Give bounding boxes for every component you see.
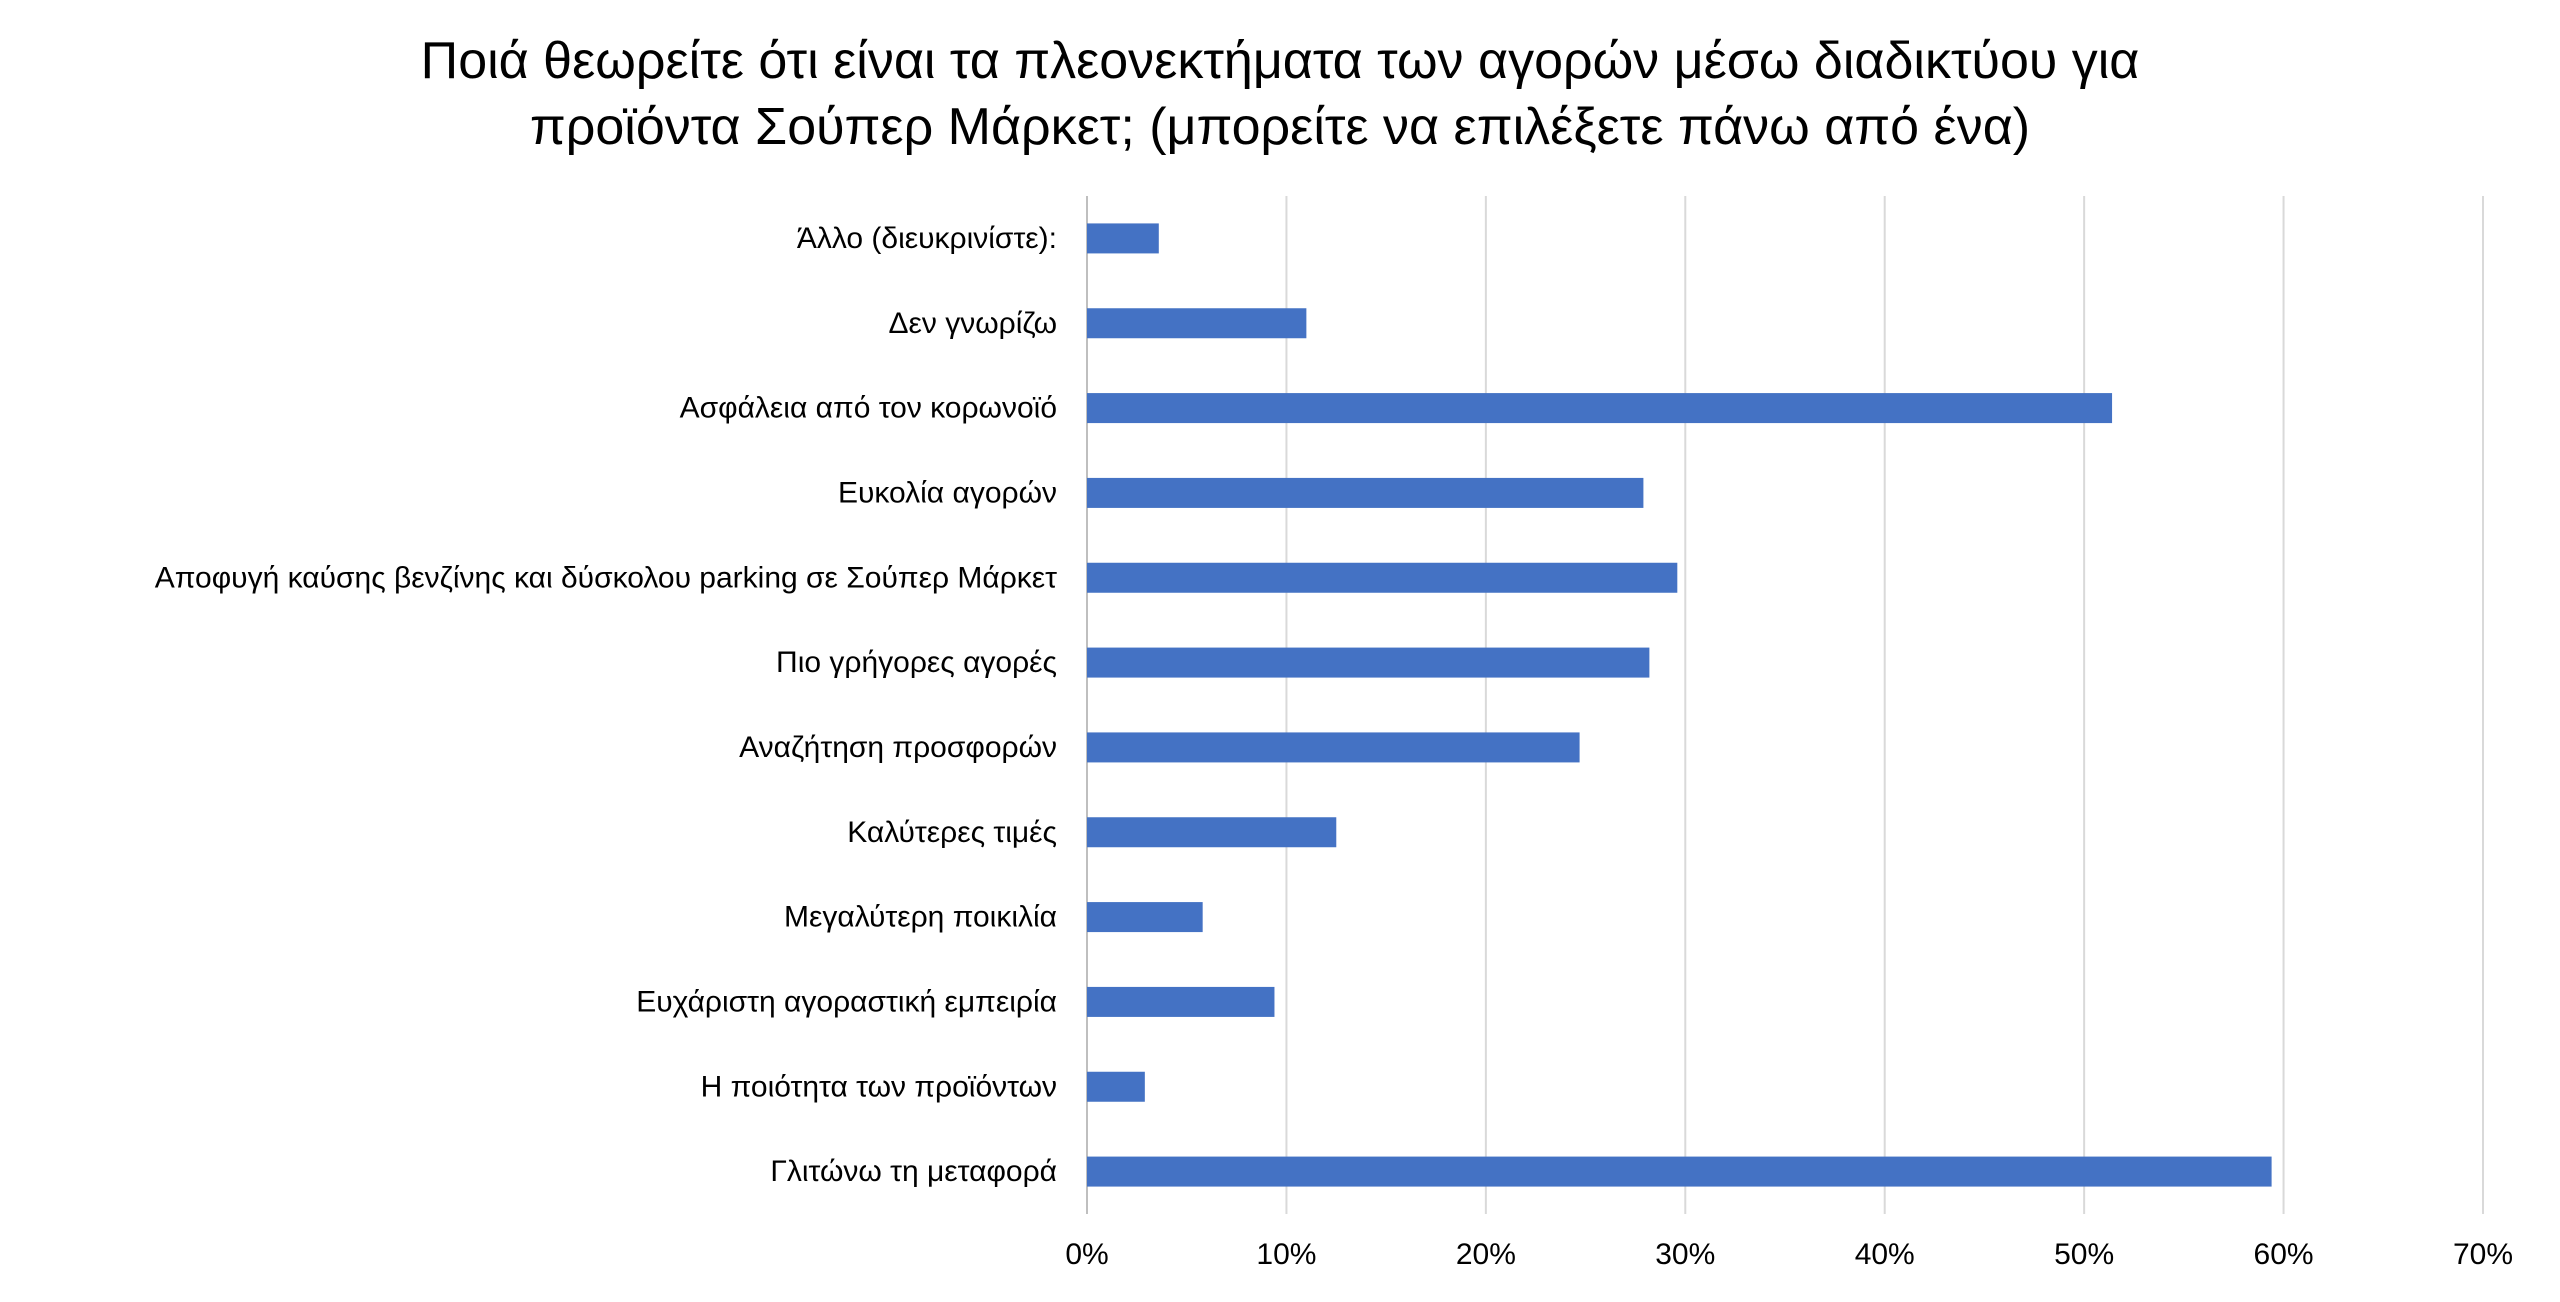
category-label: Ευκολία αγορών — [838, 476, 1057, 509]
category-label: Αποφυγή καύσης βενζίνης και δύσκολου par… — [155, 561, 1057, 594]
category-label: Αναζήτηση προσφορών — [739, 731, 1057, 764]
x-tick-label: 10% — [1256, 1238, 1316, 1271]
category-label: Ασφάλεια από τον κορωνοϊό — [680, 392, 1057, 425]
category-label: Άλλο (διευκρινίστε): — [797, 222, 1057, 255]
category-label: Γλιτώνω τη μεταφορά — [770, 1155, 1057, 1188]
bar — [1087, 308, 1307, 339]
category-label: Καλύτερες τιμές — [847, 816, 1057, 849]
category-label: Πιο γρήγορες αγορές — [776, 646, 1057, 679]
category-label: Μεγαλύτερη ποικιλία — [784, 901, 1057, 934]
chart-title-line-2: προϊόντα Σούπερ Μάρκετ; (μπορείτε να επι… — [529, 98, 2031, 156]
bar — [1087, 647, 1650, 678]
chart-title: Ποιά θεωρείτε ότι είναι τα πλεονεκτήματα… — [0, 28, 2560, 160]
x-tick-label: 60% — [2254, 1238, 2314, 1271]
bar — [1087, 817, 1337, 848]
x-tick-label: 70% — [2453, 1238, 2513, 1271]
bar — [1087, 562, 1678, 593]
x-tick-label: 20% — [1456, 1238, 1516, 1271]
category-label: Ευχάριστη αγοραστική εμπειρία — [636, 985, 1057, 1018]
chart-title-line-1: Ποιά θεωρείτε ότι είναι τα πλεονεκτήματα… — [420, 32, 2140, 90]
bar — [1087, 1156, 2272, 1187]
bar — [1087, 393, 2113, 424]
x-tick-label: 50% — [2054, 1238, 2114, 1271]
x-tick-label: 0% — [1065, 1238, 1108, 1271]
category-labels: Άλλο (διευκρινίστε): Δεν γνωρίζω Ασφάλεια … — [155, 222, 1057, 1188]
bar — [1087, 732, 1580, 763]
x-tick-label: 30% — [1655, 1238, 1715, 1271]
bar — [1087, 902, 1203, 933]
bar — [1087, 223, 1159, 254]
x-tick-label: 40% — [1855, 1238, 1915, 1271]
category-label: Δεν γνωρίζω — [888, 307, 1057, 340]
category-label: Η ποιότητα των προϊόντων — [701, 1070, 1057, 1103]
bar — [1087, 986, 1275, 1017]
x-tick-labels: 0% 10% 20% 30% 40% 50% 60% 70% — [1065, 1238, 2513, 1271]
gridlines — [1285, 196, 2484, 1214]
bar — [1087, 1071, 1145, 1102]
bar — [1087, 477, 1644, 508]
bars — [1087, 223, 2272, 1187]
